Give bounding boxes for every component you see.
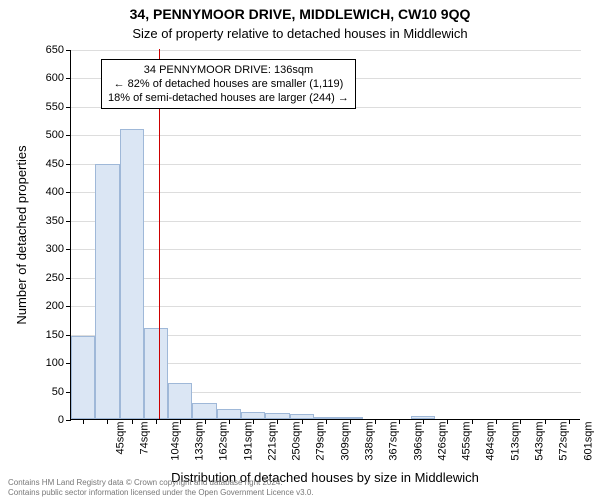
annotation-box: 34 PENNYMOOR DRIVE: 136sqm← 82% of detac… [101, 59, 356, 109]
y-tick [66, 420, 71, 421]
histogram-bar [192, 403, 216, 419]
y-tick-label: 550 [24, 102, 64, 113]
plot-area: 0501001502002503003504004505005506006504… [70, 50, 580, 420]
y-tick [66, 135, 71, 136]
grid-line [71, 192, 581, 193]
y-tick [66, 278, 71, 279]
x-tick [569, 419, 570, 424]
y-tick-label: 50 [24, 387, 64, 398]
grid-line [71, 164, 581, 165]
y-tick [66, 306, 71, 307]
x-tick [447, 419, 448, 424]
annotation-line: 34 PENNYMOOR DRIVE: 136sqm [108, 63, 349, 77]
x-tick-label: 221sqm [268, 422, 279, 461]
y-tick-label: 200 [24, 301, 64, 312]
x-tick-label: 162sqm [219, 422, 230, 461]
y-tick-label: 400 [24, 187, 64, 198]
grid-line [71, 278, 581, 279]
x-tick-label: 133sqm [195, 422, 206, 461]
y-tick [66, 335, 71, 336]
x-tick-label: 279sqm [316, 422, 327, 461]
x-tick-label: 426sqm [438, 422, 449, 461]
histogram-bar [71, 336, 95, 419]
y-tick-label: 350 [24, 216, 64, 227]
x-tick [545, 419, 546, 424]
grid-line [71, 50, 581, 51]
y-tick-label: 450 [24, 159, 64, 170]
x-tick-label: 74sqm [140, 422, 151, 455]
x-tick-label: 601sqm [583, 422, 594, 461]
y-tick [66, 50, 71, 51]
y-tick-label: 500 [24, 130, 64, 141]
x-tick [107, 419, 108, 424]
x-tick-label: 484sqm [486, 422, 497, 461]
x-tick [423, 419, 424, 424]
x-tick-label: 572sqm [559, 422, 570, 461]
footer-attribution: Contains HM Land Registry data © Crown c… [8, 478, 314, 498]
x-tick [472, 419, 473, 424]
x-tick-label: 45sqm [116, 422, 127, 455]
x-tick [496, 419, 497, 424]
chart-subtitle: Size of property relative to detached ho… [0, 26, 600, 41]
x-tick-label: 250sqm [292, 422, 303, 461]
x-tick [277, 419, 278, 424]
grid-line [71, 306, 581, 307]
x-tick-label: 513sqm [510, 422, 521, 461]
histogram-bar [241, 412, 265, 419]
x-tick [350, 419, 351, 424]
x-tick [520, 419, 521, 424]
x-tick [326, 419, 327, 424]
y-tick-label: 250 [24, 273, 64, 284]
y-tick [66, 249, 71, 250]
footer-line-1: Contains HM Land Registry data © Crown c… [8, 478, 314, 488]
x-tick-label: 543sqm [535, 422, 546, 461]
x-tick-label: 191sqm [243, 422, 254, 461]
histogram-bar [95, 164, 119, 419]
x-tick [375, 419, 376, 424]
y-tick [66, 107, 71, 108]
x-tick [302, 419, 303, 424]
y-tick [66, 78, 71, 79]
y-tick [66, 164, 71, 165]
y-tick-label: 0 [24, 415, 64, 426]
x-tick-label: 455sqm [462, 422, 473, 461]
histogram-bar [144, 328, 168, 419]
footer-line-2: Contains public sector information licen… [8, 488, 314, 498]
histogram-bar [120, 129, 144, 419]
chart-container: 34, PENNYMOOR DRIVE, MIDDLEWICH, CW10 9Q… [0, 0, 600, 500]
x-tick-label: 104sqm [171, 422, 182, 461]
x-tick [132, 419, 133, 424]
histogram-bar [168, 383, 192, 419]
x-tick [156, 419, 157, 424]
grid-line [71, 249, 581, 250]
x-tick [205, 419, 206, 424]
x-tick [253, 419, 254, 424]
y-tick [66, 221, 71, 222]
histogram-bar [217, 409, 241, 419]
x-tick-label: 338sqm [365, 422, 376, 461]
y-tick-label: 600 [24, 73, 64, 84]
x-tick-label: 309sqm [341, 422, 352, 461]
y-tick-label: 300 [24, 244, 64, 255]
chart-title: 34, PENNYMOOR DRIVE, MIDDLEWICH, CW10 9Q… [0, 6, 600, 22]
annotation-line: 18% of semi-detached houses are larger (… [108, 91, 349, 105]
x-tick [399, 419, 400, 424]
grid-line [71, 221, 581, 222]
x-tick [229, 419, 230, 424]
y-tick-label: 650 [24, 45, 64, 56]
x-tick [180, 419, 181, 424]
y-tick-label: 150 [24, 330, 64, 341]
x-tick [83, 419, 84, 424]
x-tick-label: 367sqm [389, 422, 400, 461]
grid-line [71, 135, 581, 136]
annotation-line: ← 82% of detached houses are smaller (1,… [108, 77, 349, 91]
y-tick [66, 192, 71, 193]
y-tick-label: 100 [24, 358, 64, 369]
x-tick-label: 396sqm [413, 422, 424, 461]
